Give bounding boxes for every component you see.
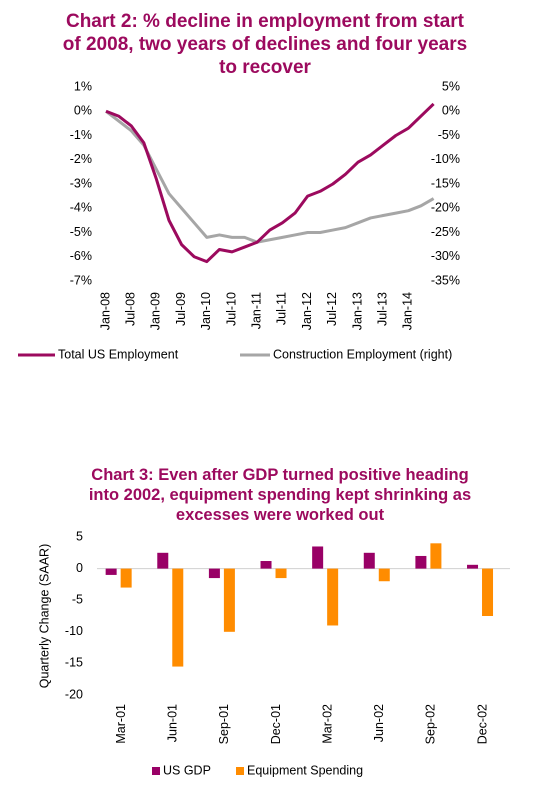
y-axis-title: Quarterly Change (SAAR) bbox=[37, 544, 51, 689]
x-tick-label: Jan-11 bbox=[249, 292, 263, 329]
x-tick-label: Jan-08 bbox=[98, 292, 112, 330]
bar bbox=[327, 568, 339, 626]
x-tick-label: Sep-01 bbox=[217, 704, 231, 744]
y2-tick-label: -10% bbox=[431, 152, 460, 166]
legend-label: Equipment Spending bbox=[247, 763, 363, 777]
bar bbox=[223, 568, 235, 632]
y-tick-label: -3% bbox=[70, 176, 92, 190]
bar bbox=[208, 568, 220, 579]
x-tick-label: Jul-08 bbox=[123, 292, 137, 326]
x-tick-label: Jan-10 bbox=[199, 292, 213, 330]
y-tick-label: -20 bbox=[65, 687, 83, 701]
y-tick-label: -1% bbox=[70, 128, 92, 142]
x-tick-label: Jan-14 bbox=[401, 292, 415, 330]
x-tick-label: Jul-11 bbox=[275, 292, 289, 325]
x-tick-label: Jul-12 bbox=[325, 292, 339, 326]
y-tick-label: -5% bbox=[70, 225, 92, 239]
y-tick-label: -7% bbox=[70, 273, 92, 287]
bar bbox=[157, 552, 169, 569]
y2-tick-label: 5% bbox=[442, 79, 460, 93]
bar bbox=[105, 568, 117, 575]
bar bbox=[312, 546, 324, 569]
bar bbox=[363, 552, 375, 569]
y-tick-label: -4% bbox=[70, 201, 92, 215]
bar bbox=[378, 568, 390, 582]
y-tick-label: 0% bbox=[74, 104, 92, 118]
bar bbox=[260, 561, 272, 569]
chart-title: Chart 3: Even after GDP turned positive … bbox=[88, 466, 472, 524]
y-tick-label: -2% bbox=[70, 152, 92, 166]
y2-tick-label: 0% bbox=[442, 104, 460, 118]
y2-tick-label: -25% bbox=[431, 225, 460, 239]
x-tick-label: Sep-02 bbox=[424, 704, 438, 744]
x-tick-label: Dec-01 bbox=[269, 704, 283, 744]
y-tick-label: -15 bbox=[65, 656, 83, 670]
x-tick-label: Jun-02 bbox=[372, 704, 386, 742]
x-tick-label: Jul-13 bbox=[375, 292, 389, 326]
bar bbox=[482, 568, 494, 616]
bar bbox=[415, 555, 427, 569]
y-tick-label: -5 bbox=[72, 592, 83, 606]
x-tick-label: Jul-10 bbox=[224, 292, 238, 326]
y2-tick-label: -5% bbox=[438, 128, 460, 142]
x-tick-label: Jan-13 bbox=[350, 292, 364, 330]
bar bbox=[430, 543, 442, 569]
x-tick-label: Jun-01 bbox=[166, 704, 180, 742]
bar bbox=[120, 568, 132, 588]
y-tick-label: -10 bbox=[65, 624, 83, 638]
legend-label: Construction Employment (right) bbox=[273, 347, 452, 361]
x-tick-label: Mar-02 bbox=[320, 704, 334, 744]
legend-label: Total US Employment bbox=[58, 347, 179, 361]
chart-title: Chart 2: % decline in employment from st… bbox=[62, 11, 468, 78]
y2-tick-label: -15% bbox=[431, 176, 460, 190]
x-tick-label: Dec-02 bbox=[475, 704, 489, 744]
x-tick-label: Jan-12 bbox=[300, 292, 314, 330]
bar bbox=[172, 568, 184, 667]
y2-tick-label: -30% bbox=[431, 249, 460, 263]
y2-tick-label: -35% bbox=[431, 273, 460, 287]
bar bbox=[275, 568, 287, 579]
data-line bbox=[105, 110, 435, 244]
y-tick-label: 1% bbox=[74, 79, 92, 93]
x-tick-label: Jan-09 bbox=[149, 292, 163, 330]
x-tick-label: Jul-09 bbox=[174, 292, 188, 326]
x-tick-label: Mar-01 bbox=[114, 704, 128, 744]
y-tick-label: 0 bbox=[76, 561, 83, 575]
y2-tick-label: -20% bbox=[431, 201, 460, 215]
bar bbox=[467, 564, 479, 569]
y-tick-label: -6% bbox=[70, 249, 92, 263]
data-line bbox=[105, 102, 435, 264]
legend-label: US GDP bbox=[163, 763, 211, 777]
legend-swatch bbox=[236, 767, 244, 775]
y-tick-label: 5 bbox=[76, 529, 83, 543]
legend-swatch bbox=[152, 767, 160, 775]
